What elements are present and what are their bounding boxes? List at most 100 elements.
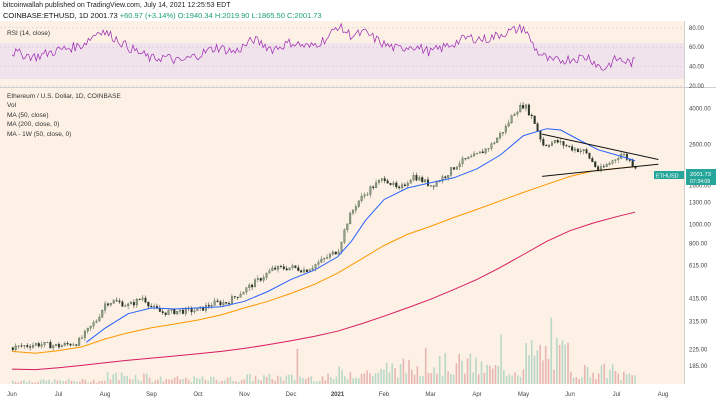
- volume-bar: [357, 378, 360, 384]
- candle-body: [363, 194, 366, 197]
- candle-body: [406, 183, 409, 187]
- symbol-line: COINBASE:ETHUSD, 1D 2001.73 +60.97 (+3.1…: [3, 11, 322, 20]
- volume-bar: [42, 378, 45, 384]
- rsi-tick-label: 40.00: [689, 65, 705, 71]
- volume-bar: [140, 380, 142, 384]
- volume-bar: [187, 379, 190, 384]
- volume-bar: [120, 372, 123, 384]
- volume-bar: [592, 372, 594, 384]
- volume-bar: [299, 376, 301, 384]
- price-change: +60.97 (+3.14%): [119, 11, 176, 20]
- volume-bar: [25, 381, 28, 384]
- symbol-name: COINBASE:ETHUSD, 1D: [3, 11, 89, 20]
- candle-body: [153, 306, 156, 307]
- volume-bar: [310, 376, 313, 384]
- volume-bar: [380, 368, 382, 384]
- candle-body: [395, 182, 398, 188]
- candle-body: [251, 284, 254, 288]
- volume-bar: [497, 366, 500, 384]
- price-tag-box: [654, 171, 684, 179]
- volume-bar: [631, 375, 633, 384]
- volume-bar: [475, 357, 477, 384]
- volume-bar: [480, 361, 483, 384]
- ohlc-values: O:1940.34 H:2019.90 L:1865.50 C:2001.73: [177, 11, 322, 20]
- candle-body: [510, 115, 513, 124]
- candle-body: [34, 343, 37, 346]
- candle-body: [63, 343, 66, 346]
- candle-body: [424, 179, 427, 183]
- volume-bar: [62, 380, 64, 384]
- candle-body: [124, 305, 127, 307]
- x-tick-label: Mar: [425, 392, 435, 398]
- volume-bar: [53, 379, 56, 384]
- volume-bar: [324, 380, 327, 384]
- volume-bar: [137, 379, 140, 384]
- volume-bar: [118, 380, 120, 384]
- candle-body: [285, 268, 288, 271]
- volume-bar: [530, 340, 533, 384]
- candle-body: [447, 175, 450, 178]
- candle-body: [115, 300, 118, 302]
- volume-bar: [201, 376, 204, 384]
- price-tick-label: 415.00: [689, 296, 708, 302]
- volume-bar: [112, 374, 115, 384]
- volume-bar: [134, 374, 137, 384]
- volume-bar: [224, 380, 226, 384]
- candle-body: [559, 141, 562, 143]
- candle-body: [83, 331, 86, 338]
- candle-body: [579, 150, 582, 153]
- x-tick-label: Oct: [193, 392, 203, 398]
- candle-body: [112, 300, 115, 304]
- volume-bar: [76, 381, 78, 384]
- volume-bar: [611, 364, 614, 384]
- volume-bar: [514, 372, 516, 384]
- candle-body: [40, 344, 43, 347]
- volume-bar: [34, 382, 36, 384]
- volume-bar: [115, 372, 117, 384]
- volume-bar: [193, 376, 195, 384]
- volume-bar: [123, 376, 126, 384]
- volume-bar: [338, 366, 341, 384]
- candle-body: [20, 345, 23, 347]
- candle-body: [401, 184, 404, 189]
- price-tick-label: 185.00: [689, 364, 708, 370]
- candle-body: [210, 305, 213, 307]
- candle-body: [366, 194, 369, 196]
- candle-body: [383, 178, 386, 181]
- triangle-top-line: [541, 133, 659, 160]
- candle-body: [101, 309, 104, 318]
- price-tick-label: 1300.00: [689, 201, 711, 207]
- volume-bar: [469, 353, 472, 384]
- x-tick-label: Aug: [658, 392, 669, 398]
- candle-body: [499, 133, 502, 139]
- candle-body: [608, 163, 611, 165]
- volume-bar: [162, 381, 165, 384]
- volume-bar: [302, 377, 304, 384]
- volume-bar: [260, 380, 262, 384]
- volume-bar: [20, 381, 22, 384]
- candle-body: [72, 344, 75, 346]
- volume-bar: [45, 380, 48, 384]
- volume-bar: [447, 371, 449, 384]
- candle-body: [130, 302, 133, 305]
- volume-bar: [614, 371, 617, 384]
- candle-body: [43, 342, 46, 345]
- candle-body: [138, 298, 141, 300]
- candle-body: [349, 213, 352, 225]
- candle-body: [305, 269, 308, 273]
- volume-bar: [410, 369, 413, 384]
- candle-body: [490, 143, 493, 149]
- candle-body: [254, 279, 257, 288]
- candle-body: [81, 337, 84, 339]
- volume-bar: [173, 377, 176, 384]
- candle-body: [611, 160, 614, 164]
- volume-bar: [391, 363, 394, 384]
- candle-body: [357, 200, 360, 207]
- candle-body: [516, 111, 519, 115]
- volume-bar: [564, 344, 567, 384]
- volume-bar: [221, 380, 223, 384]
- candle-body: [245, 287, 248, 293]
- ma-line-0: [86, 128, 636, 343]
- volume-bar: [620, 380, 622, 384]
